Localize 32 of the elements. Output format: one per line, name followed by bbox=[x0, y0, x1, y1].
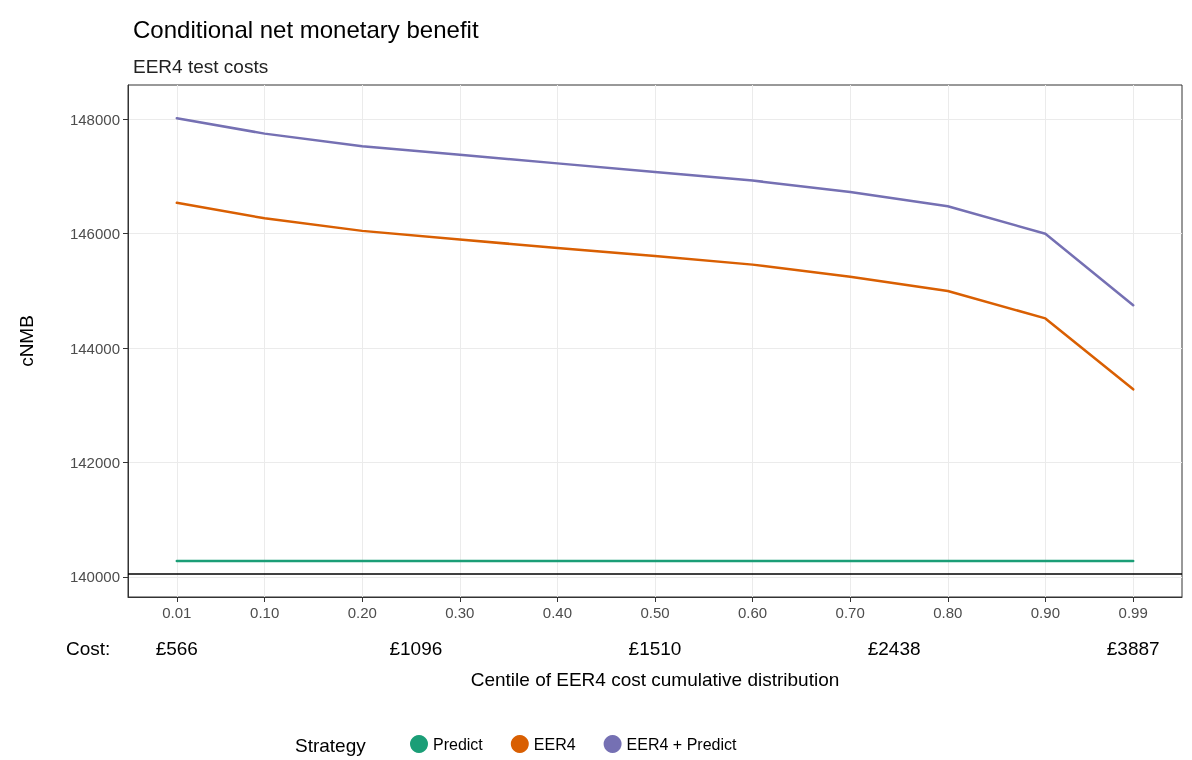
y-axis-title: cNMB bbox=[16, 315, 37, 367]
text: £566 bbox=[155, 638, 198, 659]
x-tick-label: 0.01 bbox=[162, 604, 192, 621]
text: £1096 bbox=[389, 638, 443, 659]
legend-label: Predict bbox=[433, 735, 484, 753]
line-series bbox=[175, 116, 1135, 307]
text: £3887 bbox=[1106, 638, 1160, 659]
x-axis-title: Centile of EER4 cost cumulative distribution bbox=[470, 669, 840, 690]
line-series bbox=[175, 201, 1135, 391]
y-tick-label: 144000 bbox=[69, 339, 120, 357]
chart-title: Conditional net monetary benefit bbox=[133, 15, 479, 43]
text: £1510 bbox=[628, 638, 682, 659]
x-tick-label: 0.99 bbox=[1118, 604, 1148, 621]
y-tick-label: 140000 bbox=[69, 568, 120, 586]
x-tick-label: 0.70 bbox=[835, 604, 865, 621]
legend-label: EER4 bbox=[533, 735, 576, 753]
y-tick-label: 142000 bbox=[69, 454, 120, 472]
x-tick-label: 0.50 bbox=[640, 604, 670, 621]
text: Cost: bbox=[66, 638, 111, 659]
x-tick-label: 0.10 bbox=[250, 604, 280, 621]
legend-title: Strategy bbox=[295, 735, 367, 756]
x-tick-label: 0.80 bbox=[933, 604, 963, 621]
chart-subtitle: EER4 test costs bbox=[133, 56, 269, 77]
y-tick-label: 148000 bbox=[69, 110, 120, 128]
x-tick-label: 0.90 bbox=[1030, 604, 1060, 621]
text: £2438 bbox=[867, 638, 921, 659]
legend-label: EER4 + Predict bbox=[626, 735, 737, 753]
x-tick-label: 0.60 bbox=[737, 604, 768, 621]
x-tick-label: 0.30 bbox=[445, 604, 475, 621]
x-tick-label: 0.20 bbox=[347, 604, 377, 621]
y-tick-label: 146000 bbox=[69, 225, 120, 243]
x-tick-label: 0.40 bbox=[542, 604, 573, 621]
